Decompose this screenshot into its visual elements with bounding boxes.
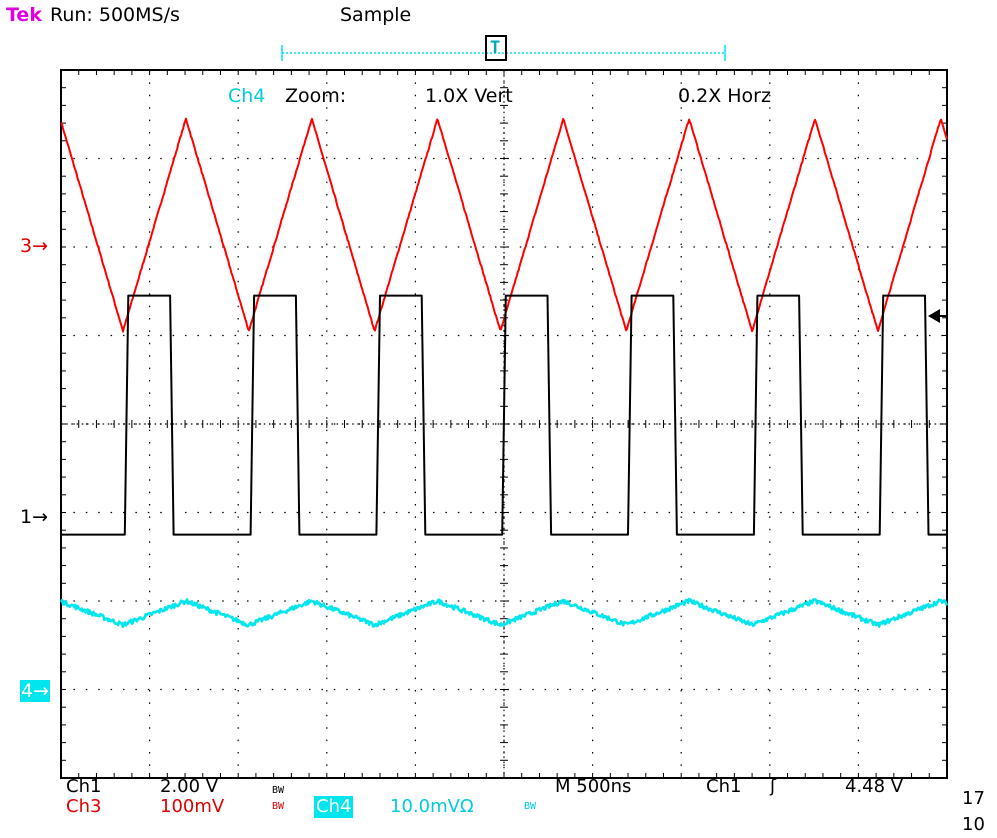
ch1-footer-label: Ch1 [66,776,102,797]
trace-ch4 [59,597,949,629]
ch3-bw-limit: BW [272,801,285,812]
trace-ch1 [61,294,947,536]
trigger-marker: T [490,38,501,58]
trace-ch3 [60,117,948,333]
clipped-text-bottom: 10 [962,814,985,835]
ch4-bw-limit: BW [524,801,537,812]
trigger-level: 4.48 V [845,776,904,797]
ch3-scale: 100mV [160,796,225,817]
zoom-vert: 1.0X Vert [425,85,513,107]
ch1-bw-limit: BW [272,785,285,796]
waveform-traces [59,117,949,629]
ch1-ground-marker: 1→ [20,506,49,528]
trigger-source: Ch1 [706,776,742,797]
trigger-level-arrow [928,309,940,323]
zoom-channel: Ch4 [228,85,266,107]
zoom-horz: 0.2X Horz [678,85,771,107]
ch3-footer-label: Ch3 [66,796,102,817]
ch1-scale: 2.00 V [160,776,219,797]
timebase: M 500ns [555,776,632,797]
zoom-window-indicator [281,35,726,61]
ch4-scale: 10.0mVΩ [390,796,474,817]
acquisition-mode: Sample [340,4,412,26]
zoom-label: Zoom: [285,85,347,107]
ch3-ground-marker: 3→ [20,235,49,257]
acquisition-status: Run: 500MS/s [50,4,180,26]
brand-label: Tek [6,4,42,26]
ch4-ground-marker: 4→ [20,680,51,702]
clipped-text-top: 17 [962,788,985,809]
trigger-slope-icon: ʃ [770,776,777,797]
ch4-footer-label: Ch4 [314,796,354,818]
